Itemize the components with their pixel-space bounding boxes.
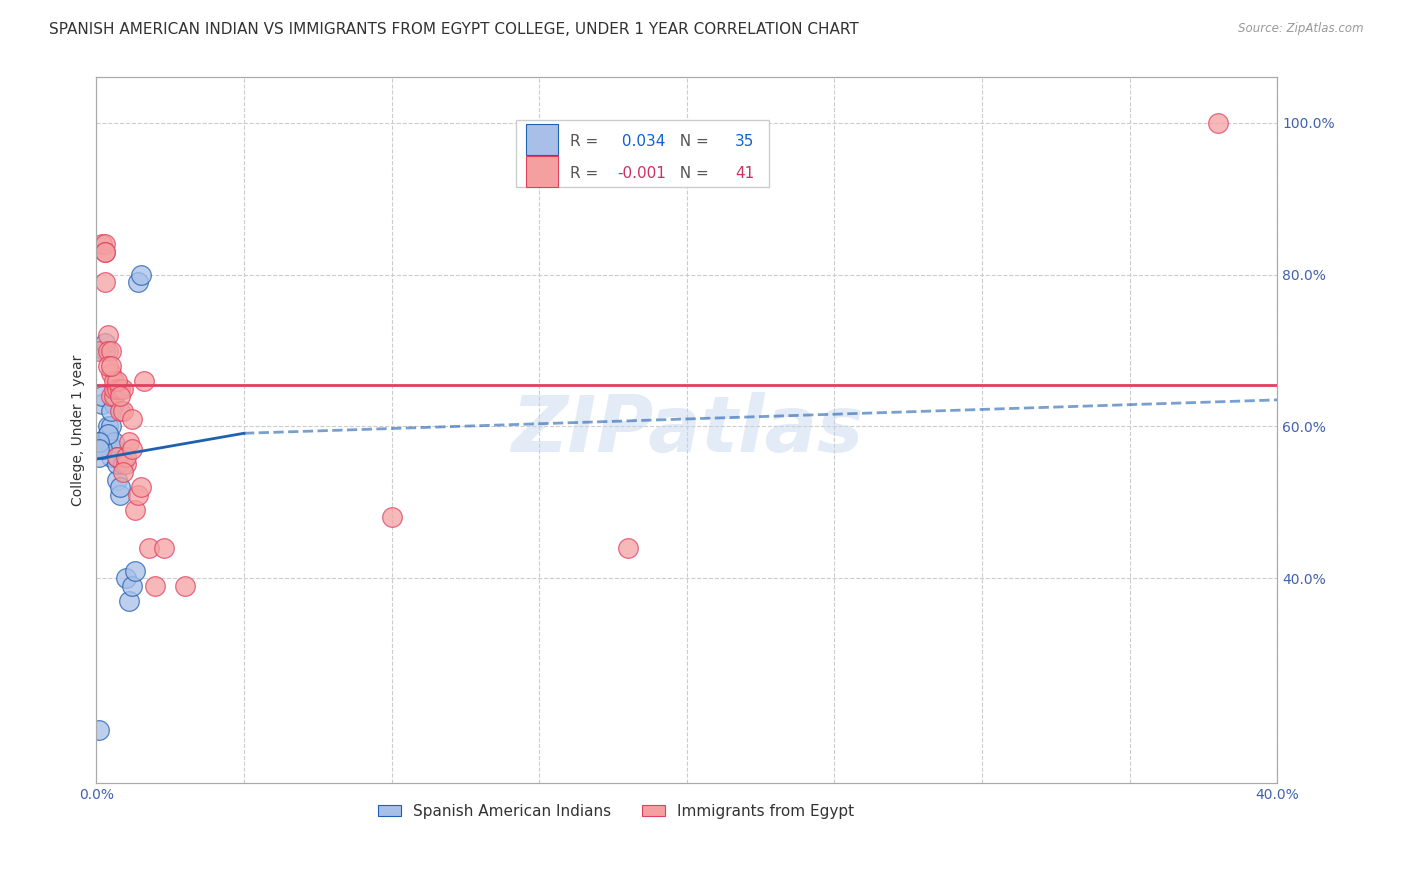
Point	[94, 343, 117, 358]
Point	[100, 343, 122, 358]
FancyBboxPatch shape	[516, 120, 769, 186]
Point	[111, 382, 134, 396]
Point	[108, 488, 131, 502]
Text: N =: N =	[671, 135, 714, 149]
Point	[94, 336, 117, 351]
Text: R =: R =	[569, 135, 603, 149]
Text: 41: 41	[735, 166, 755, 181]
Point	[94, 244, 117, 259]
Point	[129, 480, 152, 494]
Point	[108, 382, 131, 396]
Point	[103, 382, 125, 396]
Text: SPANISH AMERICAN INDIAN VS IMMIGRANTS FROM EGYPT COLLEGE, UNDER 1 YEAR CORRELATI: SPANISH AMERICAN INDIAN VS IMMIGRANTS FR…	[49, 22, 859, 37]
FancyBboxPatch shape	[526, 156, 558, 186]
Point	[108, 389, 131, 403]
Point	[118, 434, 141, 449]
Point	[174, 579, 197, 593]
Point	[111, 458, 134, 472]
Point	[127, 488, 149, 502]
Point	[89, 434, 111, 449]
Point	[94, 237, 117, 252]
Point	[616, 541, 638, 555]
Point	[118, 594, 141, 608]
Point	[105, 458, 128, 472]
Point	[153, 541, 176, 555]
Point	[127, 275, 149, 289]
Point	[103, 442, 125, 457]
Point	[91, 389, 114, 403]
Point	[111, 465, 134, 479]
Point	[100, 389, 122, 403]
Point	[124, 564, 146, 578]
FancyBboxPatch shape	[526, 124, 558, 155]
Text: 0.034: 0.034	[617, 135, 665, 149]
Point	[111, 404, 134, 418]
Point	[1206, 116, 1229, 130]
Point	[97, 434, 120, 449]
Point	[91, 442, 114, 457]
Point	[94, 275, 117, 289]
Text: 35: 35	[735, 135, 755, 149]
Point	[103, 374, 125, 388]
Point	[103, 434, 125, 449]
Point	[97, 419, 120, 434]
Point	[97, 359, 120, 373]
Point	[108, 480, 131, 494]
Point	[97, 427, 120, 442]
Text: Source: ZipAtlas.com: Source: ZipAtlas.com	[1239, 22, 1364, 36]
Point	[132, 374, 155, 388]
Point	[100, 442, 122, 457]
Point	[89, 723, 111, 737]
Point	[97, 343, 120, 358]
Point	[97, 328, 120, 343]
Point	[129, 268, 152, 282]
Point	[121, 442, 143, 457]
Point	[105, 382, 128, 396]
Point	[100, 419, 122, 434]
Point	[94, 442, 117, 457]
Point	[89, 450, 111, 464]
Text: R =: R =	[569, 166, 603, 181]
Point	[115, 458, 138, 472]
Point	[105, 450, 128, 464]
Point	[97, 427, 120, 442]
Point	[103, 397, 125, 411]
Point	[121, 579, 143, 593]
Point	[94, 434, 117, 449]
Point	[115, 571, 138, 585]
Point	[381, 510, 404, 524]
Point	[105, 450, 128, 464]
Legend: Spanish American Indians, Immigrants from Egypt: Spanish American Indians, Immigrants fro…	[371, 797, 860, 825]
Point	[100, 359, 122, 373]
Point	[89, 434, 111, 449]
Point	[121, 412, 143, 426]
Point	[124, 503, 146, 517]
Point	[100, 450, 122, 464]
Point	[138, 541, 160, 555]
Point	[105, 374, 128, 388]
Point	[115, 450, 138, 464]
Text: ZIPatlas: ZIPatlas	[510, 392, 863, 468]
Y-axis label: College, Under 1 year: College, Under 1 year	[72, 354, 86, 506]
Text: N =: N =	[671, 166, 714, 181]
Point	[89, 343, 111, 358]
Point	[103, 389, 125, 403]
Text: -0.001: -0.001	[617, 166, 666, 181]
Point	[108, 404, 131, 418]
Point	[105, 473, 128, 487]
Point	[89, 442, 111, 457]
Point	[91, 237, 114, 252]
Point	[100, 367, 122, 381]
Point	[100, 404, 122, 418]
Point	[94, 244, 117, 259]
Point	[91, 397, 114, 411]
Point	[145, 579, 167, 593]
